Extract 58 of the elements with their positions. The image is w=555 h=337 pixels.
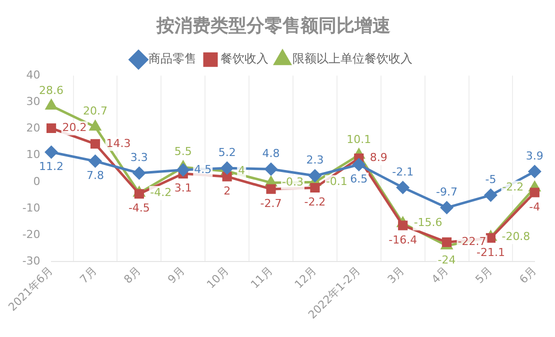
data-label: 2 — [224, 184, 231, 198]
data-label: -4.5 — [128, 202, 150, 215]
data-label: 8.9 — [370, 151, 388, 164]
y-tick-label: 10 — [26, 148, 40, 162]
data-label: 4 — [238, 164, 246, 178]
x-tick-label: 9月 — [165, 264, 188, 286]
data-label: 7.8 — [86, 169, 104, 182]
data-label: -9.7 — [436, 186, 458, 199]
data-label: 20.7 — [82, 104, 108, 118]
legend-label: 商品零售 — [148, 52, 196, 66]
data-label: -15.6 — [414, 216, 442, 230]
legend-label: 限额以上单位餐饮收入 — [292, 52, 412, 66]
legend-label: 餐饮收入 — [220, 52, 268, 66]
x-tick-label: 6月 — [516, 264, 539, 286]
data-label: 20.2 — [62, 121, 87, 134]
data-label: 6.5 — [350, 172, 368, 186]
data-label: -0.3 — [282, 176, 304, 189]
x-tick-label: 5月 — [472, 264, 495, 286]
data-label: 4.8 — [262, 146, 280, 160]
data-label: -16.4 — [388, 233, 418, 246]
data-label: -4 — [529, 200, 540, 214]
y-tick-label: -20 — [22, 228, 40, 241]
x-tick-label: 8月 — [121, 264, 144, 286]
x-tick-label: 4月 — [429, 264, 451, 286]
data-label: 28.6 — [39, 84, 64, 97]
y-tick-label: 40 — [26, 68, 40, 82]
x-tick-label: 7月 — [77, 264, 100, 286]
x-tick-label: 10月 — [204, 264, 232, 292]
data-label: 3.1 — [174, 182, 192, 195]
y-tick-label: -10 — [22, 201, 40, 214]
x-tick-label: 12月 — [292, 264, 320, 292]
data-label: -5 — [485, 173, 496, 186]
y-tick-label: 0 — [33, 174, 40, 188]
data-label: -2.2 — [502, 180, 524, 194]
y-tick-label: 20 — [26, 122, 40, 135]
data-label: 14.3 — [106, 136, 131, 150]
y-tick-label: -30 — [22, 254, 40, 268]
x-tick-label: 3月 — [385, 264, 407, 286]
data-label: -2.2 — [304, 196, 326, 209]
data-label: 4.5 — [194, 162, 212, 176]
data-label: 2.3 — [306, 154, 324, 167]
data-label: -24 — [438, 254, 456, 267]
data-label: -2.1 — [392, 165, 414, 178]
data-label: -22.7 — [458, 235, 486, 248]
data-label: -4.2 — [150, 186, 172, 199]
data-label: 3.3 — [130, 150, 148, 164]
data-label: 11.2 — [39, 160, 64, 173]
data-label: 10.1 — [346, 132, 372, 146]
data-label: -20.8 — [502, 230, 530, 244]
chart-title: 按消费类型分零售额同比增速 — [156, 15, 390, 36]
data-label: 5.5 — [174, 145, 192, 158]
data-label: -0.1 — [326, 175, 348, 188]
data-label: 5.2 — [218, 146, 236, 159]
y-tick-label: 30 — [26, 95, 40, 108]
data-label: -2.7 — [260, 196, 282, 210]
data-label: -21.1 — [476, 246, 505, 259]
x-tick-label: 11月 — [248, 264, 276, 292]
data-label: 3.9 — [526, 149, 544, 162]
